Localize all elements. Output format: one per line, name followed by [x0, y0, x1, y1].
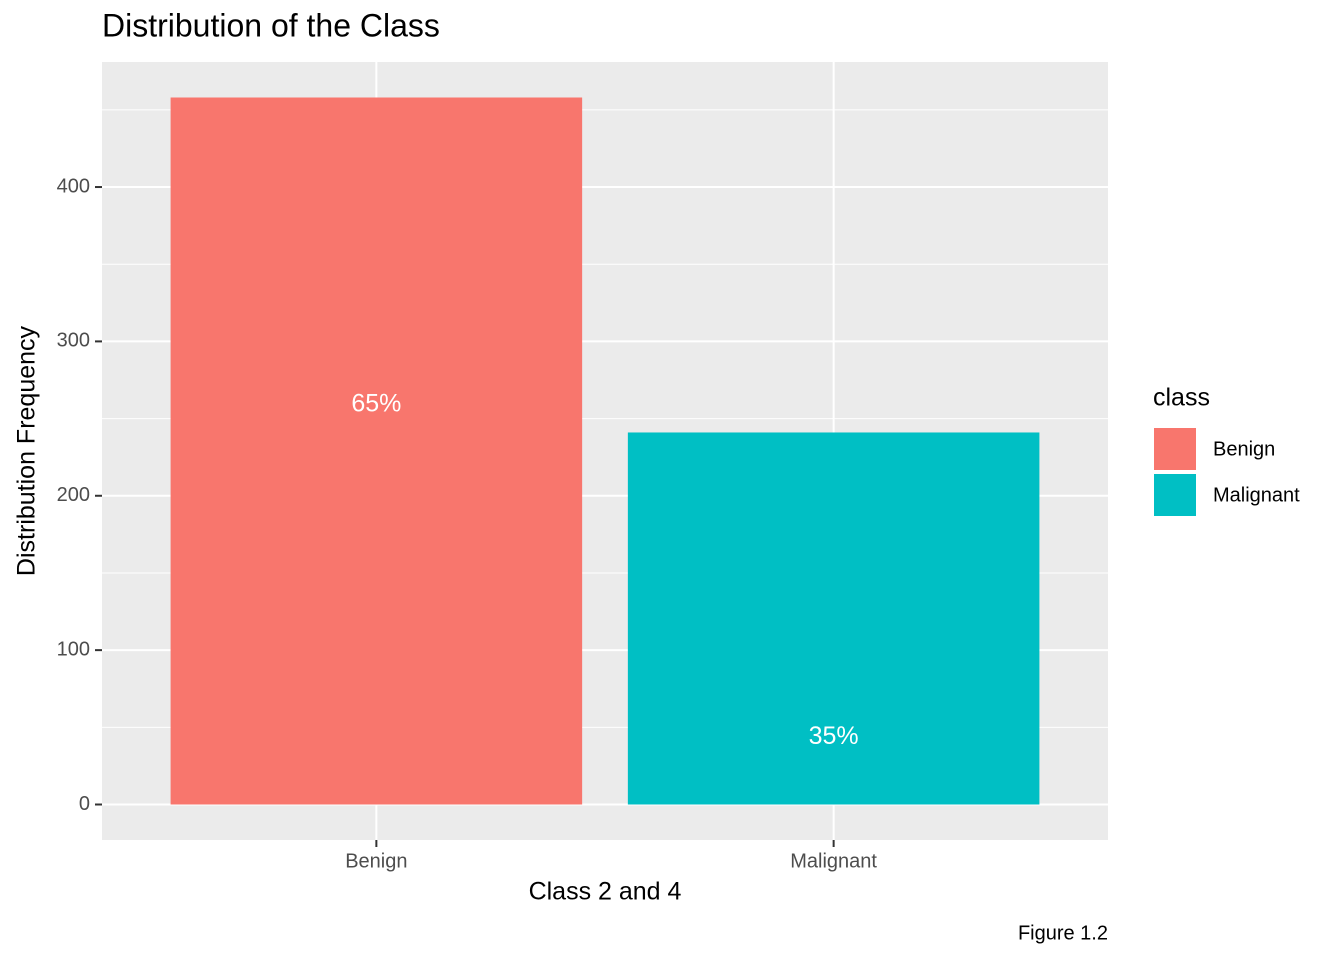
legend-title: class [1153, 384, 1210, 412]
x-tick-label: Malignant [790, 850, 877, 872]
bar [627, 432, 1040, 805]
y-tick-label: 200 [57, 484, 90, 506]
caption: Figure 1.2 [1018, 922, 1108, 944]
legend-key [1154, 428, 1196, 470]
bar [170, 97, 583, 805]
legend-key [1154, 474, 1196, 516]
bar-annotation: 35% [809, 722, 859, 750]
x-axis-title: Class 2 and 4 [529, 878, 682, 906]
x-tick-label: Benign [345, 850, 407, 872]
y-axis-title: Distribution Frequency [13, 325, 41, 576]
bar-annotation: 65% [351, 390, 401, 418]
y-tick-label: 300 [57, 330, 90, 352]
legend-label: Malignant [1213, 484, 1300, 506]
y-tick-label: 0 [79, 793, 90, 815]
y-tick-label: 400 [57, 175, 90, 197]
legend-label: Benign [1213, 438, 1275, 460]
y-tick-label: 100 [57, 638, 90, 660]
chart-title: Distribution of the Class [102, 7, 440, 43]
